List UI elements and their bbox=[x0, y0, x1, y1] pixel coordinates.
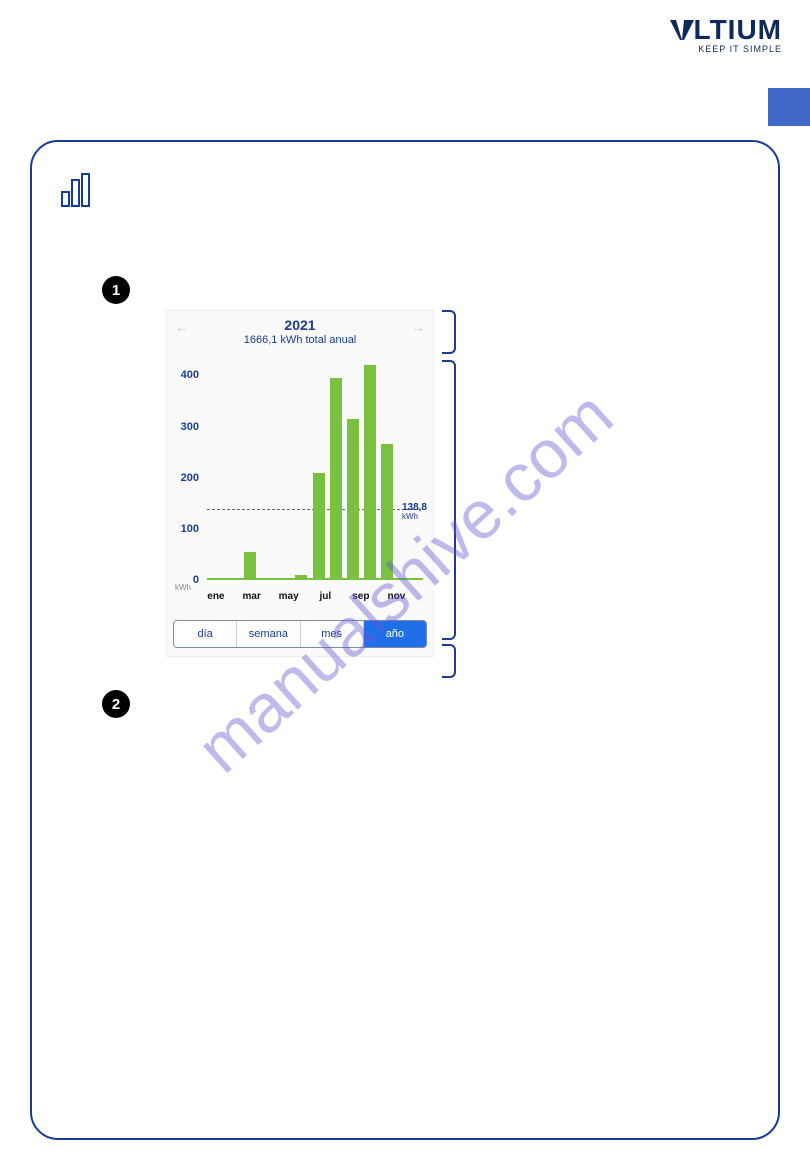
callout-badge-2: 2 bbox=[102, 690, 130, 718]
bar bbox=[364, 365, 376, 580]
next-period-button[interactable]: → bbox=[411, 319, 425, 335]
section-bracket-header bbox=[442, 310, 456, 354]
x-tick-label: ene bbox=[207, 591, 225, 602]
period-title: 2021 bbox=[167, 317, 433, 333]
badge-2-num: 2 bbox=[112, 696, 120, 713]
badge-1-num: 1 bbox=[112, 282, 120, 299]
y-axis: 0100200300400 bbox=[167, 354, 203, 580]
x-axis-labels: ene mar may jul sep nov bbox=[207, 591, 423, 602]
callout-badge-1: 1 bbox=[102, 276, 130, 304]
x-tick-label: may bbox=[279, 591, 299, 602]
x-tick-label: jul bbox=[316, 591, 334, 602]
prev-period-button[interactable]: ← bbox=[175, 319, 189, 335]
period-option-día[interactable]: día bbox=[174, 621, 237, 647]
period-option-semana[interactable]: semana bbox=[237, 621, 300, 647]
period-header: ← 2021 1666,1 kWh total anual → bbox=[167, 311, 433, 354]
bar bbox=[381, 444, 393, 580]
x-tick-label bbox=[405, 591, 423, 602]
bar bbox=[313, 473, 325, 580]
x-tick-label: sep bbox=[352, 591, 370, 602]
content-frame: 1 2 ← 2021 1666,1 kWh total anual → 0 100… bbox=[30, 140, 780, 1140]
y-tick-label: 0 bbox=[193, 574, 199, 586]
period-option-año[interactable]: año bbox=[364, 621, 426, 647]
consumption-chart: 0 100 200 300 400 kWh 138,8 kWh ene mar may jul… bbox=[167, 354, 433, 610]
brand-logo: LTIUM KEEP IT SIMPLE bbox=[668, 14, 782, 54]
period-option-mes[interactable]: mes bbox=[301, 621, 364, 647]
plot-area: 138,8 kWh bbox=[207, 360, 423, 580]
section-bracket-seg bbox=[442, 644, 456, 678]
x-tick-label: nov bbox=[388, 591, 406, 602]
stats-icon bbox=[60, 172, 96, 213]
x-tick-label bbox=[334, 591, 352, 602]
y-axis-unit: kWh bbox=[175, 583, 191, 592]
bar bbox=[347, 419, 359, 580]
y-tick-label: 200 bbox=[181, 472, 199, 484]
y-tick-label: 100 bbox=[181, 523, 199, 535]
x-tick-label bbox=[261, 591, 279, 602]
period-segmented-control: díasemanamesaño bbox=[173, 620, 427, 648]
section-bracket-chart bbox=[442, 360, 456, 640]
x-tick-label: mar bbox=[243, 591, 261, 602]
x-tick-label bbox=[299, 591, 317, 602]
bars-container bbox=[207, 360, 413, 580]
period-subtitle: 1666,1 kWh total anual bbox=[167, 334, 433, 346]
y-tick-label: 400 bbox=[181, 369, 199, 381]
app-screenshot: ← 2021 1666,1 kWh total anual → 0 100 200 3… bbox=[166, 310, 434, 657]
x-tick-label bbox=[370, 591, 388, 602]
page-corner-tab bbox=[768, 88, 810, 126]
bar bbox=[295, 575, 307, 580]
brand-name: LTIUM bbox=[694, 14, 782, 46]
x-tick-label bbox=[225, 591, 243, 602]
bar bbox=[330, 378, 342, 580]
bar bbox=[244, 552, 256, 580]
brand-tagline: KEEP IT SIMPLE bbox=[668, 44, 782, 54]
logo-v-icon bbox=[668, 18, 696, 42]
y-tick-label: 300 bbox=[181, 421, 199, 433]
